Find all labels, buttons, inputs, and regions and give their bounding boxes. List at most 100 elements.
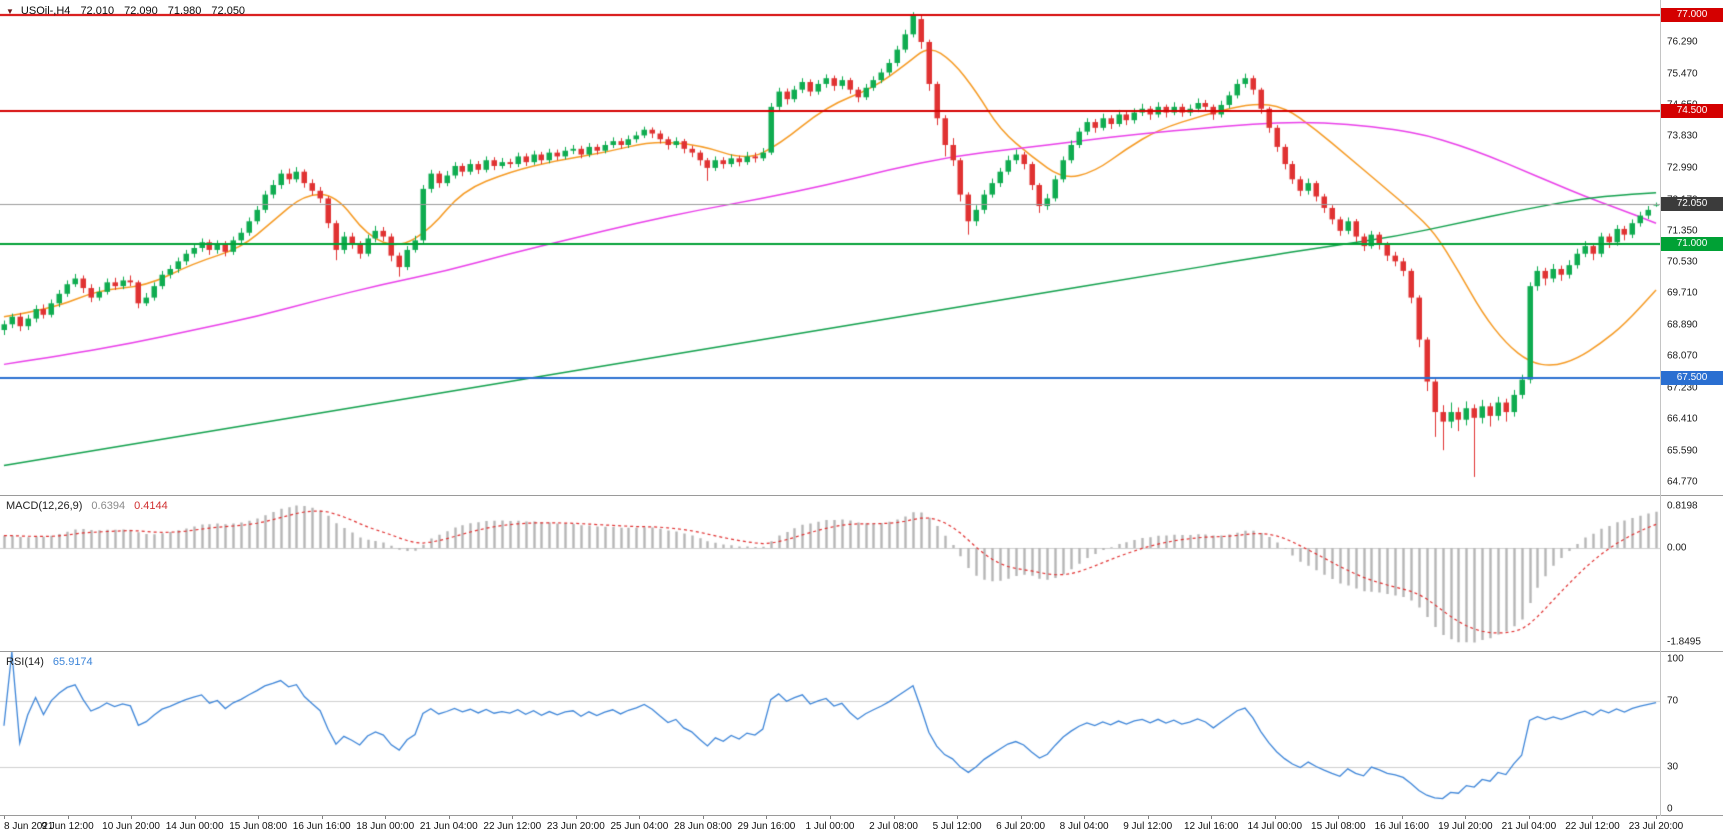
time-axis-tick (957, 816, 958, 819)
time-axis-tick (1148, 816, 1149, 819)
time-axis-tick (195, 816, 196, 819)
time-axis-label: 10 Jun 20:00 (102, 821, 160, 832)
time-axis-tick (1402, 816, 1403, 819)
price-chart-canvas[interactable] (0, 0, 1660, 496)
rsi-value: 65.9174 (52, 656, 93, 668)
time-axis-tick (639, 816, 640, 819)
time-axis-tick (258, 816, 259, 819)
chart-header: ▼ USOil-,H4 72.010 72.090 71.980 72.050 (6, 5, 245, 17)
time-axis-label: 15 Jul 08:00 (1311, 821, 1366, 832)
time-axis-label: 19 Jul 20:00 (1438, 821, 1493, 832)
price-axis[interactable]: 76.29075.47074.65073.83072.99072.17071.3… (1660, 0, 1723, 838)
time-axis-tick (68, 816, 69, 819)
time-axis-tick (1275, 816, 1276, 819)
time-axis-label: 21 Jul 04:00 (1501, 821, 1557, 832)
time-axis-tick (4, 816, 5, 819)
price-tick-label: 73.830 (1667, 130, 1698, 142)
price-tick-label: 65.590 (1667, 445, 1698, 457)
time-axis-label: 9 Jun 12:00 (41, 821, 94, 832)
time-axis-label: 23 Jun 20:00 (546, 821, 605, 832)
macd-value: 0.6394 (91, 500, 126, 512)
time-axis-tick (1656, 816, 1657, 819)
symbol-marker-icon[interactable]: ▼ (6, 6, 14, 16)
time-axis-label: 1 Jul 00:00 (805, 821, 855, 832)
time-axis-label: 14 Jul 00:00 (1247, 821, 1303, 832)
macd-indicator-label: MACD(12,26,9) 0.6394 0.4144 (6, 500, 168, 512)
price-tick-label: 67.230 (1667, 382, 1698, 394)
ohlc-open-value: 72.010 (80, 5, 115, 17)
time-axis-tick (703, 816, 704, 819)
rsi-indicator-label: RSI(14) 65.9174 (6, 656, 93, 668)
rsi-scale-label: 30 (1667, 761, 1679, 773)
price-level-badge: 67.500 (1661, 370, 1723, 385)
symbol-timeframe-label: USOil-,H4 (20, 5, 71, 17)
time-axis-tick (830, 816, 831, 819)
rsi-canvas[interactable] (0, 652, 1660, 816)
rsi-scale-label: 100 (1667, 653, 1684, 665)
time-axis-label: 9 Jul 12:00 (1123, 821, 1173, 832)
price-level-badge: 72.050 (1661, 197, 1723, 212)
time-axis-label: 25 Jun 04:00 (610, 821, 669, 832)
price-tick-label: 72.990 (1667, 162, 1698, 174)
time-axis-tick (385, 816, 386, 819)
rsi-scale-label: 70 (1667, 695, 1679, 707)
rsi-pane[interactable] (0, 652, 1660, 816)
price-tick-label: 76.290 (1667, 36, 1698, 48)
pane-separator[interactable] (0, 815, 1723, 816)
time-axis-tick (576, 816, 577, 819)
time-axis-tick (766, 816, 767, 819)
time-axis-label: 16 Jul 16:00 (1374, 821, 1430, 832)
time-axis-tick (131, 816, 132, 819)
macd-pane[interactable] (0, 496, 1660, 652)
macd-scale-label: 0.00 (1667, 542, 1687, 554)
price-pane[interactable]: ▼ USOil-,H4 72.010 72.090 71.980 72.050 (0, 0, 1660, 496)
time-axis-tick (449, 816, 450, 819)
time-axis-label: 8 Jul 04:00 (1059, 821, 1109, 832)
price-tick-label: 64.770 (1667, 476, 1698, 488)
time-axis-label: 22 Jul 12:00 (1565, 821, 1620, 832)
time-axis-label: 5 Jul 12:00 (932, 821, 982, 832)
ohlc-close-value: 72.050 (211, 5, 246, 17)
time-axis-tick (1529, 816, 1530, 819)
time-axis-tick (894, 816, 895, 819)
time-axis-tick (322, 816, 323, 819)
time-axis-label: 6 Jul 20:00 (996, 821, 1046, 832)
time-axis-label: 15 Jun 08:00 (229, 821, 288, 832)
rsi-name: RSI(14) (6, 656, 44, 668)
price-tick-label: 68.070 (1667, 350, 1698, 362)
time-axis-label: 8 Jun 2021 (4, 821, 54, 832)
price-level-badge: 71.000 (1661, 237, 1723, 252)
ohlc-high-value: 72.090 (124, 5, 158, 17)
time-axis-tick (1465, 816, 1466, 819)
time-axis-tick (1211, 816, 1212, 819)
price-tick-label: 66.410 (1667, 413, 1698, 425)
price-tick-label: 70.530 (1667, 256, 1698, 268)
macd-canvas[interactable] (0, 496, 1660, 652)
time-axis-label: 22 Jun 12:00 (483, 821, 542, 832)
ohlc-low-value: 71.980 (167, 5, 202, 17)
time-axis-label: 12 Jul 16:00 (1183, 821, 1239, 832)
time-axis[interactable]: 8 Jun 2021 9 Jun 12:00 10 Jun 20:00 14 Jun … (0, 816, 1723, 838)
time-axis-label: 28 Jun 08:00 (674, 821, 732, 832)
time-axis-label: 2 Jul 08:00 (869, 821, 918, 832)
time-axis-label: 29 Jun 16:00 (737, 821, 796, 832)
time-axis-label: 18 Jun 00:00 (356, 821, 415, 832)
price-tick-label: 69.710 (1667, 287, 1698, 299)
time-axis-label: 23 Jul 20:00 (1628, 821, 1684, 832)
time-axis-tick (1021, 816, 1022, 819)
pane-separator[interactable] (0, 495, 1723, 496)
price-level-badge: 74.500 (1661, 103, 1723, 118)
price-level-badge: 77.000 (1661, 8, 1723, 23)
price-tick-label: 75.470 (1667, 68, 1698, 80)
macd-signal-value: 0.4144 (134, 500, 168, 512)
macd-name: MACD(12,26,9) (6, 500, 83, 512)
time-axis-tick (1084, 816, 1085, 819)
price-tick-label: 71.350 (1667, 225, 1698, 237)
macd-scale-label: 0.8198 (1667, 500, 1698, 512)
macd-scale-label: -1.8495 (1667, 636, 1701, 648)
time-axis-tick (512, 816, 513, 819)
time-axis-label: 14 Jun 00:00 (165, 821, 224, 832)
pane-separator[interactable] (0, 651, 1723, 652)
time-axis-tick (1592, 816, 1593, 819)
